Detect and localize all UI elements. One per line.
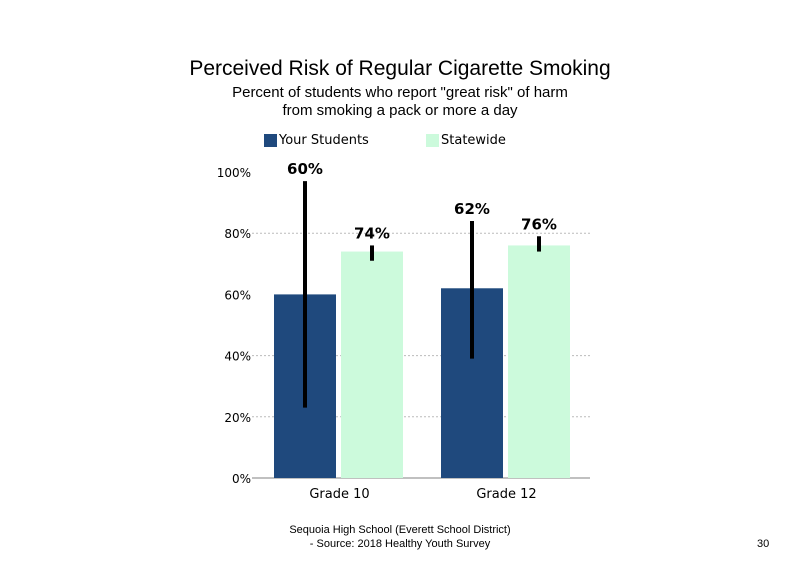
legend-swatch-statewide — [426, 134, 439, 147]
chart-subtitle-line-1: Percent of students who report "great ri… — [232, 84, 568, 101]
legend-item-statewide: Statewide — [426, 133, 506, 148]
data-label: 74% — [354, 224, 390, 242]
chart-title: Perceived Risk of Regular Cigarette Smok… — [189, 57, 611, 80]
y-tick-label: 60% — [224, 288, 251, 302]
legend-label-statewide: Statewide — [441, 133, 506, 148]
data-label: 60% — [287, 160, 323, 178]
footer-school: Sequoia High School (Everett School Dist… — [289, 524, 511, 536]
bar — [341, 251, 403, 478]
page-number: 30 — [757, 538, 770, 550]
footer-source: - Source: 2018 Healthy Youth Survey — [309, 538, 491, 550]
x-tick-label: Grade 10 — [309, 487, 369, 502]
legend-label-your-students: Your Students — [279, 133, 369, 148]
data-label: 62% — [454, 200, 490, 218]
data-label: 76% — [521, 215, 557, 233]
y-tick-label: 80% — [224, 227, 251, 241]
y-tick-label: 100% — [217, 166, 251, 180]
bar — [508, 245, 570, 478]
y-tick-label: 20% — [224, 411, 251, 425]
legend-item-your-students: Your Students — [264, 133, 369, 148]
y-tick-label: 40% — [224, 350, 251, 364]
x-tick-label: Grade 12 — [476, 487, 536, 502]
y-tick-label: 0% — [232, 472, 251, 486]
legend-swatch-your-students — [264, 134, 277, 147]
chart-subtitle-line-2: from smoking a pack or more a day — [282, 102, 518, 119]
